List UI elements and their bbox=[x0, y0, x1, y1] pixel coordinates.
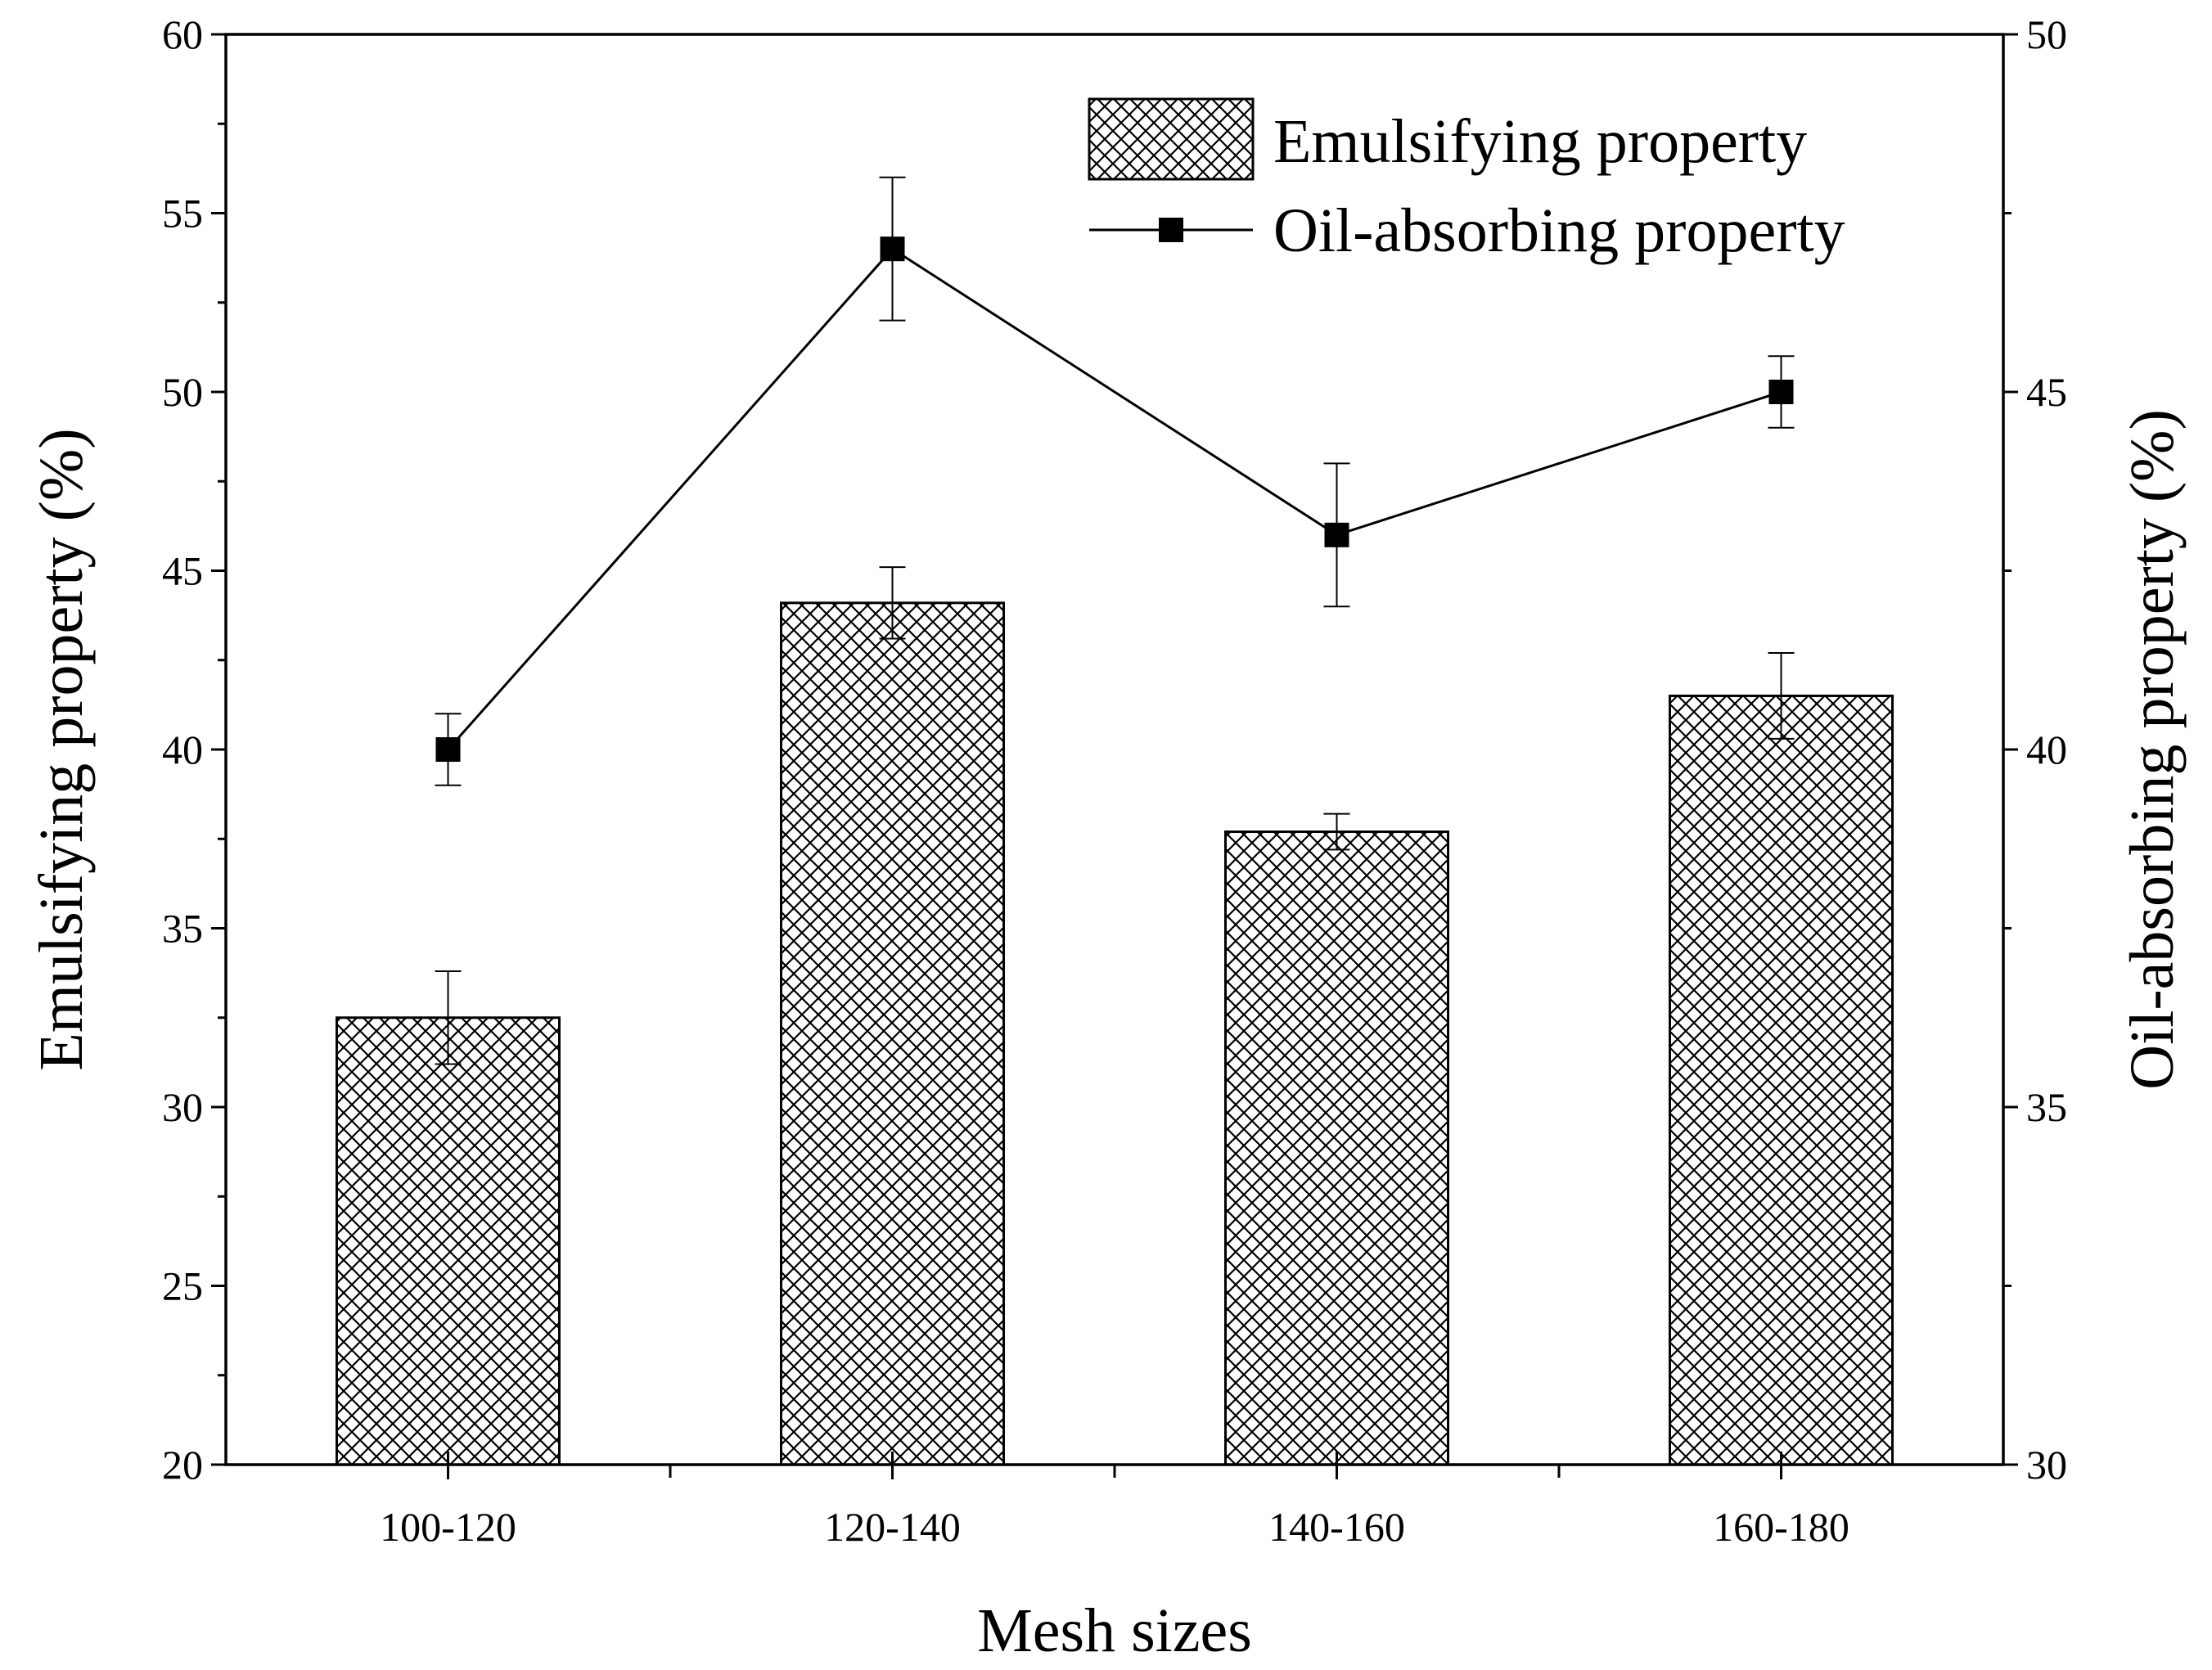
bar-error-140-160 bbox=[1323, 812, 1350, 851]
left-tick-label: 35 bbox=[162, 906, 203, 952]
legend-bar-swatch bbox=[1088, 97, 1255, 181]
marker-160-180 bbox=[1768, 380, 1794, 404]
right-tick-label: 50 bbox=[2026, 11, 2067, 57]
marker-120-140 bbox=[880, 236, 905, 262]
left-tick-label: 50 bbox=[162, 369, 203, 415]
left-tick-label: 25 bbox=[162, 1263, 203, 1309]
bar-100-120 bbox=[336, 1016, 561, 1466]
bar-140-160 bbox=[1224, 830, 1449, 1466]
y-left-axis-title: Emulsifying property (%) bbox=[27, 428, 96, 1070]
legend-label-emulsifying: Emulsifying property bbox=[1273, 107, 1807, 176]
right-tick-label: 40 bbox=[2026, 727, 2067, 772]
left-tick-label: 40 bbox=[162, 727, 203, 772]
marker-140-160 bbox=[1324, 522, 1349, 547]
right-tick-label: 35 bbox=[2026, 1084, 2067, 1130]
bar-error-160-180 bbox=[1768, 652, 1795, 740]
left-tick-label: 60 bbox=[162, 11, 203, 57]
bar-error-120-140 bbox=[879, 566, 906, 640]
legend-label-oil-absorbing: Oil-absorbing property bbox=[1273, 196, 1845, 265]
y-right-axis-title: Oil-absorbing property (%) bbox=[2118, 409, 2187, 1090]
x-tick-label: 160-180 bbox=[1713, 1504, 1849, 1550]
left-tick-label: 55 bbox=[162, 191, 203, 236]
x-axis-title: Mesh sizes bbox=[977, 1596, 1252, 1665]
right-tick-label: 45 bbox=[2026, 369, 2067, 415]
bar-120-140 bbox=[780, 601, 1005, 1466]
marker-100-120 bbox=[435, 737, 461, 762]
legend-marker-swatch bbox=[1159, 218, 1183, 242]
x-tick-label: 100-120 bbox=[380, 1504, 516, 1550]
left-tick-label: 30 bbox=[162, 1084, 203, 1130]
left-tick-label: 45 bbox=[162, 548, 203, 594]
right-tick-label: 30 bbox=[2026, 1442, 2067, 1488]
oil-absorbing-line bbox=[447, 247, 1782, 750]
left-tick-label: 20 bbox=[162, 1442, 203, 1488]
bar-error-100-120 bbox=[435, 970, 462, 1065]
x-tick-label: 140-160 bbox=[1268, 1504, 1405, 1550]
x-tick-label: 120-140 bbox=[824, 1504, 961, 1550]
bar-160-180 bbox=[1669, 694, 1894, 1466]
